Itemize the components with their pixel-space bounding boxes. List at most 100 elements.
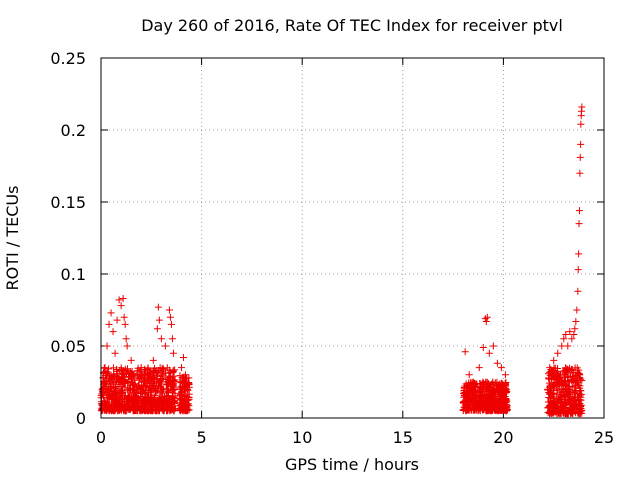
data-point [564, 342, 572, 350]
data-point-cluster [502, 381, 510, 389]
data-point-cluster [160, 365, 168, 373]
data-point-cluster [545, 390, 553, 398]
data-point-cluster [127, 389, 135, 397]
data-point-cluster [125, 369, 133, 377]
data-point [149, 356, 157, 364]
data-point-cluster [484, 383, 492, 391]
data-point-cluster [120, 402, 128, 410]
data-point-cluster [461, 404, 469, 412]
data-point-cluster [575, 397, 583, 405]
data-point-cluster [167, 378, 175, 386]
data-point-cluster [178, 388, 186, 396]
data-point-cluster [158, 364, 166, 372]
y-tick-label: 0.1 [61, 265, 86, 284]
data-point-cluster [573, 403, 581, 411]
data-point [560, 335, 568, 343]
data-point-cluster [128, 379, 136, 387]
data-point [119, 294, 127, 302]
data-point-cluster [157, 398, 165, 406]
data-point [167, 320, 175, 328]
data-point [127, 356, 135, 364]
data-point-cluster [562, 367, 570, 375]
data-point-cluster [100, 380, 108, 388]
data-point-cluster [116, 405, 124, 413]
data-point-cluster [169, 369, 177, 377]
data-point-cluster [134, 364, 142, 372]
y-axis-label: ROTI / TECUs [3, 186, 22, 291]
data-point-cluster [544, 403, 552, 411]
data-point-cluster [497, 386, 505, 394]
data-point-cluster [144, 366, 152, 374]
data-point-cluster [109, 364, 117, 372]
data-point [161, 342, 169, 350]
data-point-cluster [567, 373, 575, 381]
data-point-cluster [107, 405, 115, 413]
data-point-cluster [177, 384, 185, 392]
data-point-cluster [121, 380, 129, 388]
data-point [558, 342, 566, 350]
data-point-cluster [474, 396, 482, 404]
data-point-cluster [106, 391, 114, 399]
data-point-cluster [489, 381, 497, 389]
data-point-cluster [184, 396, 192, 404]
data-point-cluster [494, 406, 502, 414]
x-tick-label: 25 [594, 428, 614, 447]
data-point [182, 371, 190, 379]
data-point-cluster [463, 399, 471, 407]
chart-title: Day 260 of 2016, Rate Of TEC Index for r… [141, 16, 563, 35]
data-point-cluster [557, 381, 565, 389]
data-point-cluster [470, 383, 478, 391]
data-point-cluster [119, 401, 127, 409]
data-point [113, 316, 121, 324]
data-point-cluster [551, 364, 559, 372]
data-point-cluster [176, 378, 184, 386]
data-point-cluster [145, 384, 153, 392]
data-point [566, 328, 574, 336]
data-point [574, 266, 582, 274]
y-tick-label: 0.2 [61, 121, 86, 140]
data-point-cluster [117, 366, 125, 374]
data-point-cluster [105, 372, 113, 380]
data-point-cluster [129, 380, 137, 388]
data-point-cluster [460, 393, 468, 401]
data-point-cluster [125, 393, 133, 401]
data-point-cluster [545, 389, 553, 397]
y-tick-label: 0.05 [50, 337, 86, 356]
data-point-cluster [567, 397, 575, 405]
data-point [573, 306, 581, 314]
data-point-cluster [574, 409, 582, 417]
data-point-cluster [177, 401, 185, 409]
data-point [154, 303, 162, 311]
data-point-cluster [152, 367, 160, 375]
data-point [577, 140, 585, 148]
data-point [489, 342, 497, 350]
data-point [576, 153, 584, 161]
data-point [115, 296, 123, 304]
x-tick-label: 15 [393, 428, 413, 447]
data-point [137, 364, 145, 372]
data-point-cluster [151, 376, 159, 384]
data-point-cluster [553, 394, 561, 402]
data-point-cluster [170, 407, 178, 415]
data-point-cluster [573, 368, 581, 376]
data-point-cluster [130, 385, 138, 393]
data-point-cluster [178, 396, 186, 404]
data-point-cluster [568, 366, 576, 374]
data-point-cluster [486, 394, 494, 402]
y-tick-label: 0.15 [50, 193, 86, 212]
axes: 0 5 10 15 20 25 0 0.05 0.1 0.15 0.2 0.25 [50, 49, 614, 447]
data-point [578, 103, 586, 111]
data-point [497, 364, 505, 372]
data-point [575, 220, 583, 228]
data-point-cluster [549, 389, 557, 397]
data-point [153, 325, 161, 333]
data-point [562, 330, 570, 338]
data-point-cluster [141, 407, 149, 415]
data-point-cluster [157, 378, 165, 386]
data-point [168, 335, 176, 343]
y-tick-label: 0.25 [50, 49, 86, 68]
data-point [482, 318, 490, 326]
data-point-cluster [154, 368, 162, 376]
data-point-cluster [152, 387, 160, 395]
data-point-cluster [572, 402, 580, 410]
